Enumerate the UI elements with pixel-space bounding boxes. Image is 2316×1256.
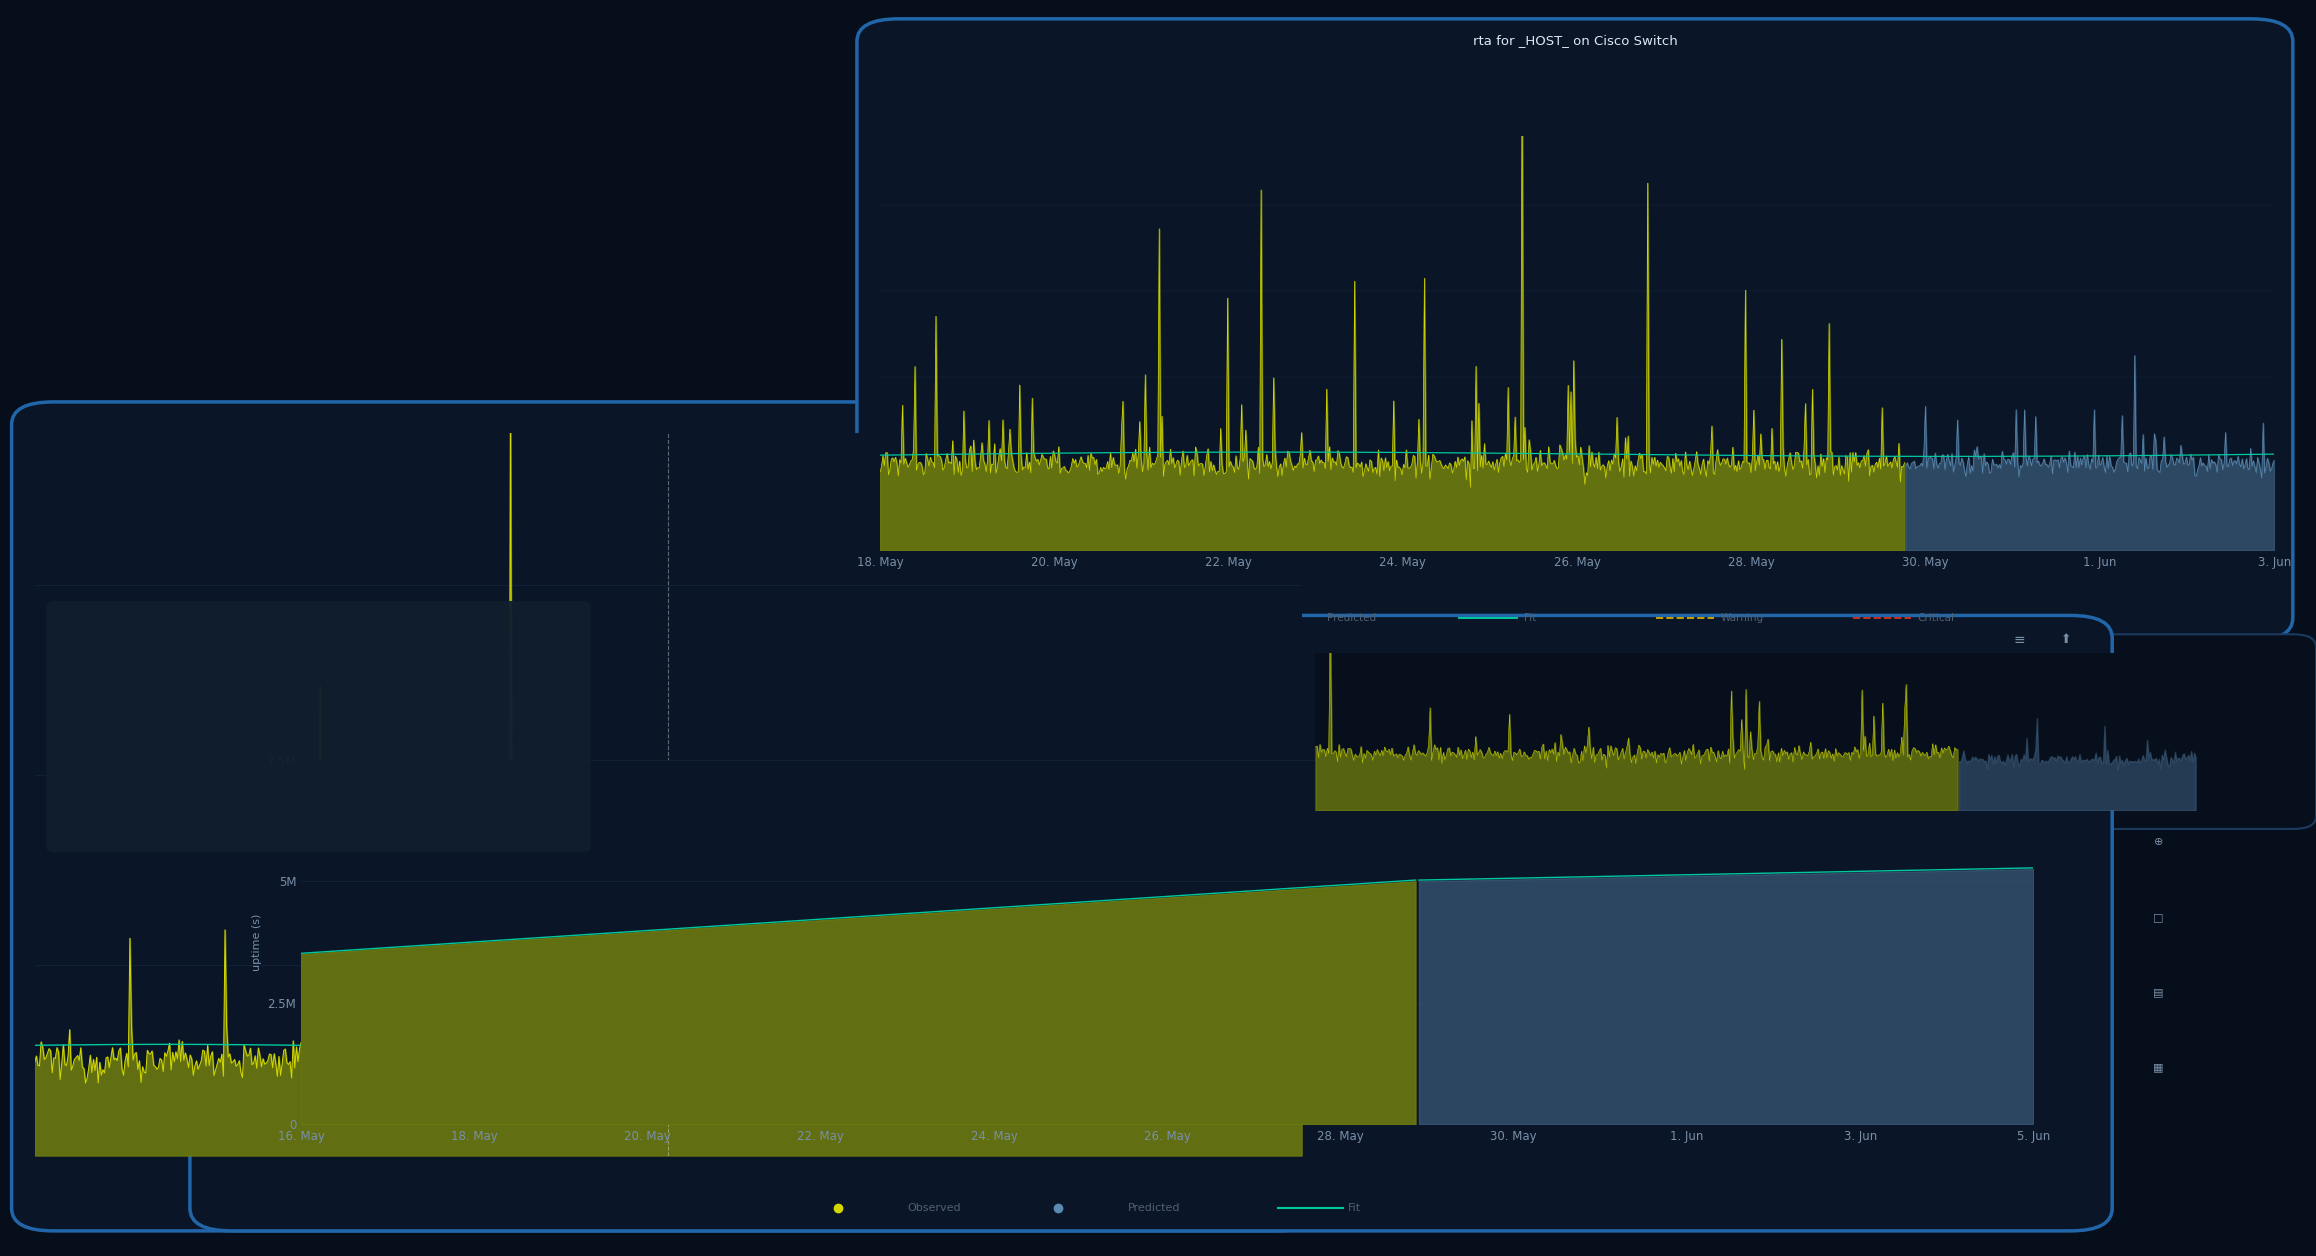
Text: ⬆: ⬆ xyxy=(2061,633,2071,646)
Text: Warning: Warning xyxy=(1721,613,1765,623)
Text: ⊕: ⊕ xyxy=(2154,836,2163,847)
Text: Critical: Critical xyxy=(1918,613,1955,623)
FancyBboxPatch shape xyxy=(12,402,1320,1231)
Text: 2024-05-25 12:30: 2024-05-25 12:30 xyxy=(81,632,257,652)
Text: Fit: Fit xyxy=(1524,613,1536,623)
Y-axis label: uptime (s): uptime (s) xyxy=(252,913,262,971)
Text: Predicted: Predicted xyxy=(1327,613,1376,623)
Text: ▦: ▦ xyxy=(2154,1063,2163,1073)
Text: Fit: Fit xyxy=(1348,1203,1362,1213)
Text: uptime for _HOST_ on Ansible: uptime for _HOST_ on Ansible xyxy=(994,631,1193,643)
Text: Observed: Observed xyxy=(1130,613,1181,623)
Text: Observed: Observed xyxy=(908,1203,961,1213)
Text: □: □ xyxy=(2154,912,2163,922)
Text: □: □ xyxy=(2154,686,2163,696)
Text: Fit:: Fit: xyxy=(127,788,160,806)
FancyBboxPatch shape xyxy=(190,615,2112,1231)
Text: 5.661 ms: 5.661 ms xyxy=(336,717,449,736)
FancyBboxPatch shape xyxy=(1297,634,2316,829)
Text: ≡: ≡ xyxy=(2013,633,2026,647)
Text: 5.807 ms: 5.807 ms xyxy=(220,788,334,806)
Text: ▤: ▤ xyxy=(2154,987,2163,997)
Text: ≡: ≡ xyxy=(2154,761,2163,771)
Text: Observed:: Observed: xyxy=(127,717,227,736)
Text: Predicted: Predicted xyxy=(1128,1203,1181,1213)
Text: rta for _HOST_ on Cisco Switch: rta for _HOST_ on Cisco Switch xyxy=(1473,34,1677,46)
Text: ▲: ▲ xyxy=(208,634,218,644)
FancyBboxPatch shape xyxy=(857,19,2293,641)
